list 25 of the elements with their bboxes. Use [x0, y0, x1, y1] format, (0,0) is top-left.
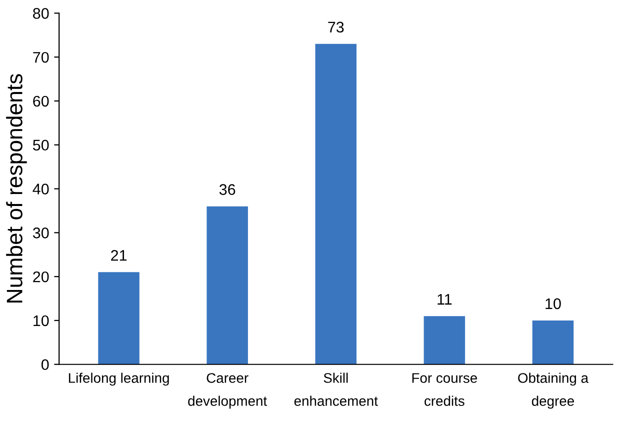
data-label: 36 [219, 184, 236, 195]
data-label: 11 [438, 294, 452, 305]
bar [532, 320, 574, 364]
bar [315, 44, 357, 364]
bar [206, 206, 248, 364]
x-tick-label: Career development [188, 373, 267, 409]
x-tick-label: For course credits [412, 373, 477, 406]
data-label: 21 [111, 250, 127, 261]
y-tick-label: 20 [33, 271, 49, 282]
data-label: 73 [328, 22, 344, 33]
y-tick-label: 70 [33, 52, 49, 63]
x-tick-label: Obtaining a degree [518, 372, 588, 409]
y-tick-label: 80 [33, 8, 49, 19]
x-tick-label: Lifelong learning [68, 372, 169, 386]
data-label: 10 [546, 298, 561, 310]
y-tick-label: 50 [32, 140, 49, 151]
y-tick-label: 30 [32, 228, 49, 238]
x-tick-label: Skill enhancement [294, 372, 378, 406]
bar [98, 272, 140, 364]
bar [424, 316, 466, 364]
y-tick-label: 0 [41, 359, 49, 370]
y-tick-label: 40 [32, 184, 49, 194]
y-tick-label: 60 [33, 96, 49, 107]
y-axis-title: Numbet of respondents [6, 74, 27, 302]
y-tick-label: 10 [34, 315, 49, 326]
